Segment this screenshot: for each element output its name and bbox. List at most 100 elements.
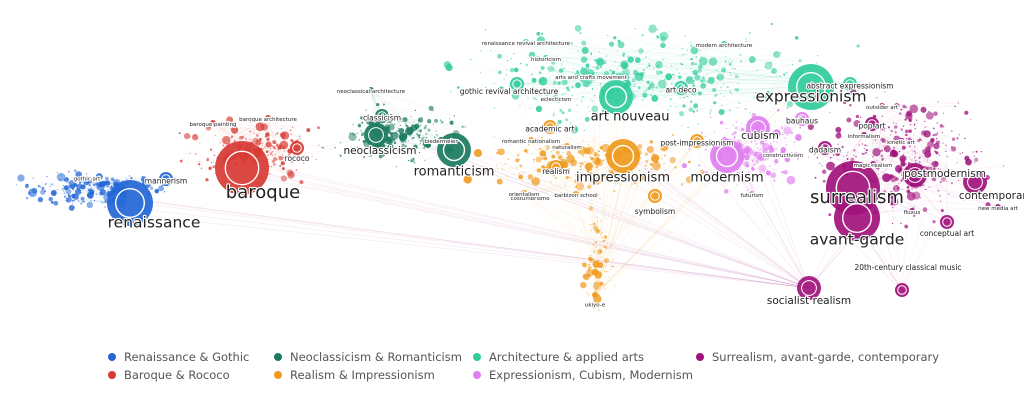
minor-node [155, 179, 157, 182]
minor-node [601, 231, 603, 234]
minor-node [419, 142, 422, 145]
minor-node [734, 74, 739, 79]
minor-node [790, 131, 794, 135]
minor-node [604, 62, 606, 65]
minor-node [594, 94, 596, 96]
minor-node [895, 123, 897, 125]
movement-node-ring [650, 191, 660, 201]
minor-node [690, 44, 693, 47]
minor-node [599, 220, 602, 222]
minor-node [547, 65, 555, 72]
minor-node [587, 71, 590, 74]
minor-node [720, 86, 723, 89]
network-edge [575, 193, 606, 241]
minor-node [589, 156, 592, 158]
minor-node [748, 171, 750, 173]
network-edge [212, 122, 232, 130]
minor-node [50, 190, 57, 196]
minor-node [883, 130, 886, 132]
minor-node [531, 73, 534, 76]
minor-node [25, 183, 29, 187]
minor-node [339, 141, 342, 144]
network-edge [636, 158, 810, 289]
minor-node [950, 130, 953, 132]
minor-node [363, 114, 366, 117]
minor-node [781, 133, 784, 136]
network-edge [594, 177, 641, 296]
minor-node [644, 167, 647, 170]
network-edge [598, 140, 698, 311]
minor-node [603, 239, 606, 242]
minor-node [942, 112, 945, 114]
network-edge [591, 140, 698, 172]
minor-node [108, 186, 110, 188]
minor-node [505, 74, 507, 76]
network-edge [887, 144, 976, 183]
network-edge [591, 158, 656, 197]
minor-node [621, 54, 625, 57]
minor-node [279, 164, 282, 168]
network-edge [914, 181, 948, 223]
minor-node [90, 199, 92, 201]
network-edge [233, 161, 810, 289]
network-edge [593, 195, 656, 225]
minor-node [729, 72, 731, 74]
network-edge [853, 140, 902, 156]
minor-node [877, 174, 880, 176]
minor-node [937, 101, 939, 103]
movement-label: ukiyo-e [585, 303, 606, 309]
minor-node [690, 46, 699, 55]
minor-node [64, 177, 69, 182]
minor-node [642, 80, 644, 82]
minor-node [272, 146, 275, 149]
movement-label: arts and crafts movement [555, 75, 627, 81]
minor-node [933, 142, 940, 150]
minor-node [565, 118, 569, 122]
minor-node [884, 147, 886, 150]
minor-node [402, 117, 408, 123]
minor-node [423, 147, 426, 149]
minor-node [744, 177, 750, 183]
minor-node [645, 159, 649, 164]
minor-node [876, 134, 880, 138]
minor-node [875, 165, 881, 170]
minor-node [905, 133, 908, 137]
movement-label: pop art [858, 121, 885, 130]
minor-node [562, 152, 564, 154]
minor-node [641, 99, 644, 101]
network-edge [746, 41, 851, 85]
minor-node [513, 173, 515, 176]
minor-node [265, 150, 269, 154]
minor-node [942, 142, 944, 144]
minor-node [591, 178, 595, 183]
minor-node [46, 176, 48, 178]
minor-node [937, 189, 940, 192]
network-edge [594, 79, 813, 296]
minor-node [744, 154, 750, 161]
minor-node [646, 148, 649, 151]
minor-node [412, 136, 415, 139]
minor-node [76, 185, 78, 187]
network-edge [874, 206, 999, 213]
minor-node [692, 82, 694, 85]
minor-node [905, 106, 908, 109]
minor-node [667, 109, 669, 111]
minor-node [579, 169, 581, 171]
minor-node [527, 174, 533, 180]
minor-node [939, 181, 942, 184]
minor-node [230, 128, 232, 130]
minor-node [67, 193, 69, 195]
minor-node [646, 80, 650, 84]
minor-node [738, 47, 740, 49]
movement-node [573, 191, 579, 197]
minor-node [753, 96, 756, 98]
minor-node [467, 89, 470, 91]
minor-node [841, 145, 844, 149]
movement-node [528, 137, 534, 143]
minor-node [434, 118, 439, 123]
minor-node [78, 189, 80, 191]
minor-node [778, 136, 781, 138]
minor-node [674, 166, 677, 169]
minor-node [912, 142, 915, 145]
